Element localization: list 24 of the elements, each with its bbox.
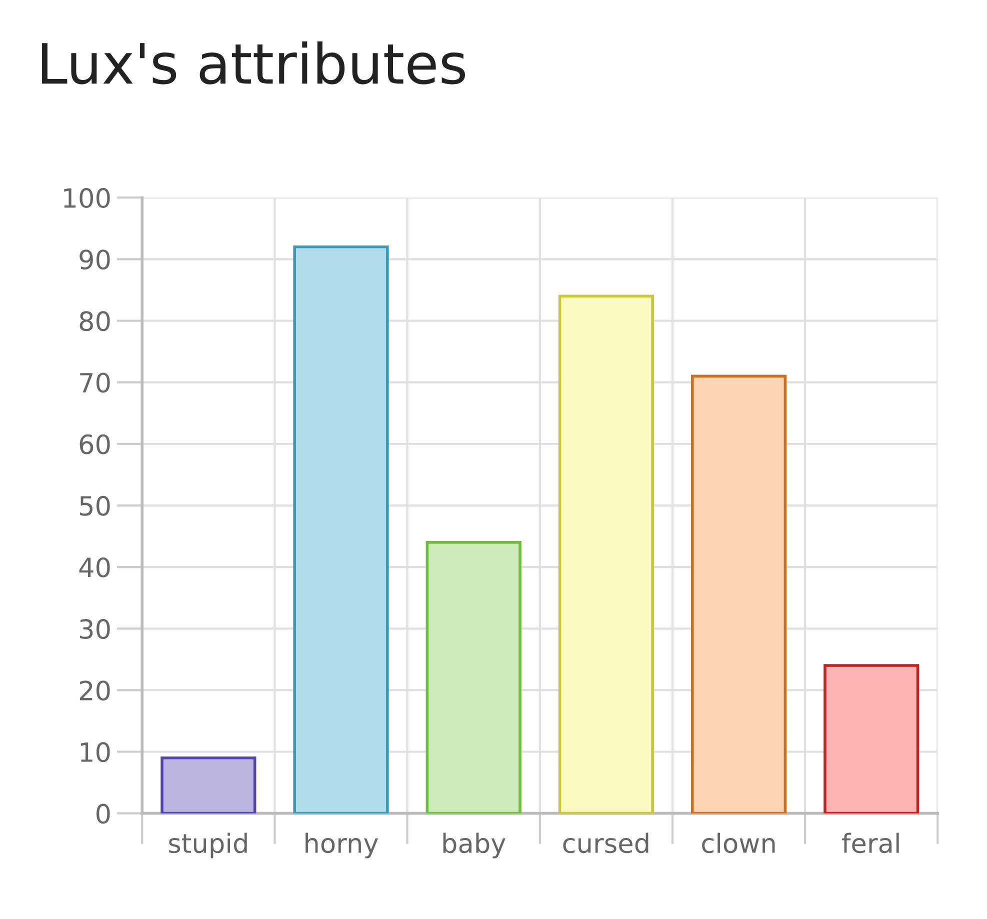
y-tick-label: 10	[80, 742, 110, 762]
x-tick-label: cursed	[563, 832, 648, 854]
y-tick-label: 70	[80, 372, 110, 393]
bar	[160, 756, 256, 814]
x-tick-label: horny	[306, 832, 378, 858]
y-tick-label: 0	[96, 804, 110, 824]
y-tick-label: 20	[80, 680, 110, 701]
bar	[824, 664, 920, 814]
x-tick-label: clown	[702, 832, 775, 854]
y-tick-label: 60	[80, 434, 110, 454]
bar	[558, 294, 654, 814]
chart-title: Lux's attributes	[42, 41, 466, 84]
bar	[293, 245, 389, 814]
bar	[426, 541, 522, 814]
y-tick-label: 100	[64, 188, 110, 208]
bar	[690, 374, 787, 814]
x-tick-label: stupid	[169, 832, 247, 858]
x-tick-label: baby	[443, 832, 506, 858]
y-tick-label: 90	[80, 250, 110, 270]
y-tick-label: 50	[80, 496, 110, 516]
y-tick-label: 80	[80, 311, 110, 332]
y-tick-label: 40	[79, 557, 110, 578]
y-tick-label: 30	[80, 619, 110, 639]
x-tick-label: feral	[842, 832, 899, 854]
